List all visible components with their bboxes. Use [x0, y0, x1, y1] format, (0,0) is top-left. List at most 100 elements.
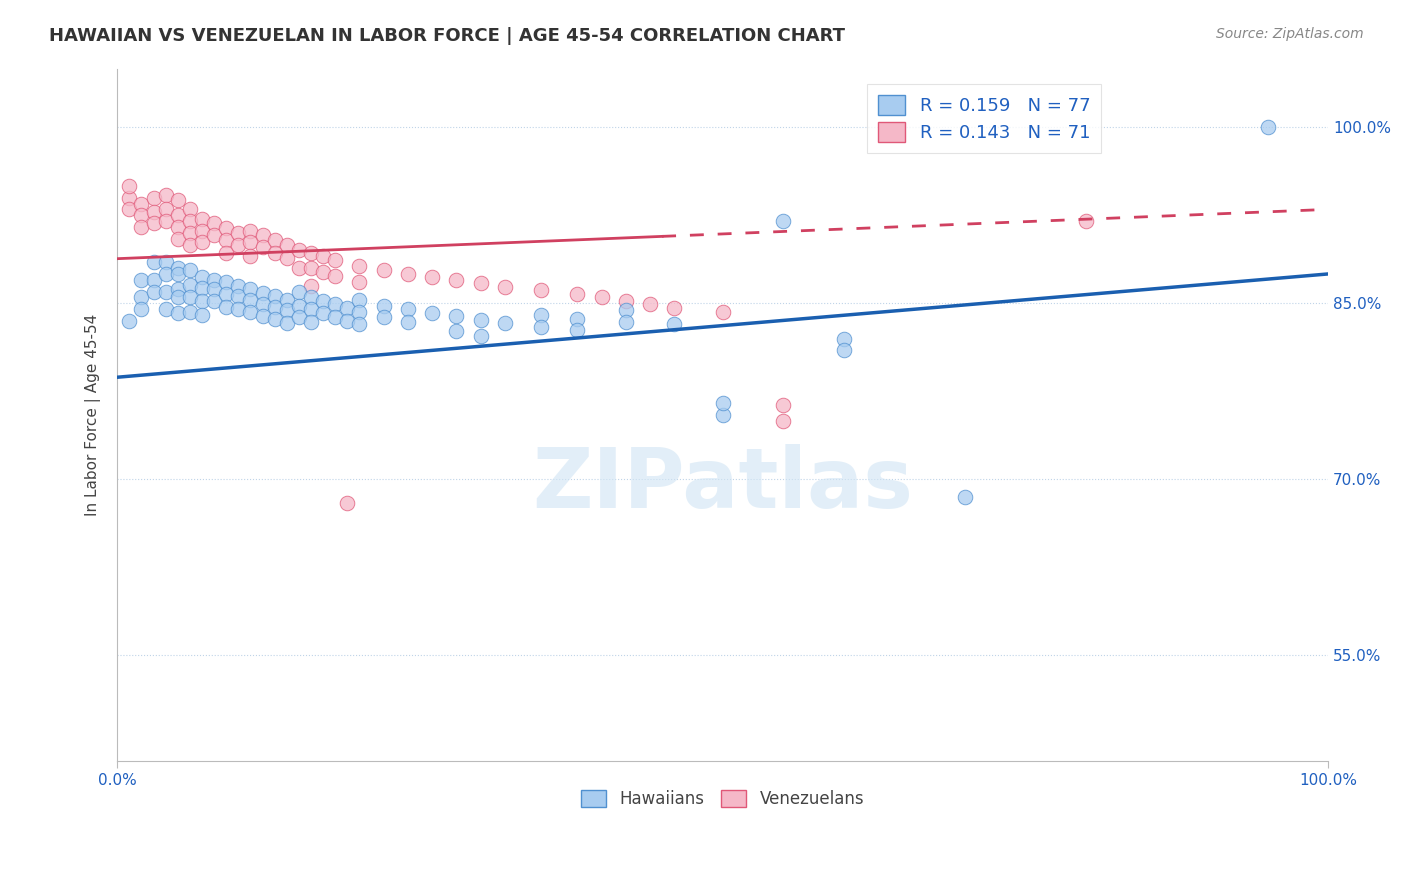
Point [299, 315, 322, 329]
Point [396, 267, 419, 281]
Point [567, 311, 589, 326]
Text: HAWAIIAN VS VENEZUELAN IN LABOR FORCE | AGE 45-54 CORRELATION CHART: HAWAIIAN VS VENEZUELAN IN LABOR FORCE | … [49, 27, 845, 45]
Point [179, 263, 201, 277]
Point [276, 316, 298, 330]
Text: ZIPatlas: ZIPatlas [533, 443, 914, 524]
Point [614, 293, 637, 308]
Point [239, 249, 262, 263]
Point [239, 282, 262, 296]
Point [191, 223, 214, 237]
Point [131, 290, 153, 304]
Point [202, 293, 225, 308]
Point [288, 310, 311, 325]
Point [166, 219, 188, 234]
Point [567, 323, 589, 337]
Point [567, 286, 589, 301]
Point [336, 314, 359, 328]
Point [373, 263, 395, 277]
Point [953, 490, 976, 504]
Point [191, 211, 214, 226]
Point [711, 304, 734, 318]
Point [252, 240, 274, 254]
Point [131, 219, 153, 234]
Point [179, 226, 201, 240]
Point [373, 299, 395, 313]
Point [276, 303, 298, 318]
Point [396, 315, 419, 329]
Point [323, 269, 346, 284]
Point [166, 290, 188, 304]
Point [166, 193, 188, 207]
Point [299, 261, 322, 276]
Point [191, 293, 214, 308]
Point [446, 309, 468, 323]
Point [1257, 120, 1279, 135]
Point [191, 281, 214, 295]
Point [312, 306, 335, 320]
Point [446, 325, 468, 339]
Point [420, 270, 443, 285]
Point [202, 228, 225, 243]
Point [276, 251, 298, 265]
Point [215, 286, 238, 301]
Point [349, 275, 371, 289]
Point [228, 237, 250, 252]
Point [494, 316, 516, 330]
Point [179, 277, 201, 292]
Point [155, 267, 177, 281]
Point [202, 273, 225, 287]
Point [239, 223, 262, 237]
Point [166, 267, 188, 281]
Point [155, 188, 177, 202]
Point [166, 282, 188, 296]
Point [349, 293, 371, 307]
Point [664, 301, 686, 315]
Point [494, 280, 516, 294]
Point [530, 319, 553, 334]
Point [276, 293, 298, 307]
Point [263, 233, 285, 247]
Point [166, 208, 188, 222]
Point [276, 237, 298, 252]
Point [299, 245, 322, 260]
Point [131, 273, 153, 287]
Point [312, 249, 335, 263]
Point [228, 289, 250, 303]
Point [239, 304, 262, 318]
Point [142, 204, 165, 219]
Point [155, 202, 177, 217]
Point [179, 290, 201, 304]
Point [711, 396, 734, 410]
Point [239, 235, 262, 250]
Point [155, 285, 177, 299]
Point [288, 261, 311, 276]
Point [191, 270, 214, 285]
Point [349, 304, 371, 318]
Point [614, 315, 637, 329]
Point [470, 277, 492, 291]
Point [420, 306, 443, 320]
Point [228, 278, 250, 293]
Point [288, 244, 311, 258]
Point [252, 285, 274, 300]
Point [323, 310, 346, 325]
Point [396, 302, 419, 317]
Point [142, 273, 165, 287]
Point [179, 214, 201, 228]
Point [252, 228, 274, 243]
Point [772, 414, 794, 428]
Point [215, 221, 238, 235]
Point [179, 304, 201, 318]
Point [228, 226, 250, 240]
Point [263, 300, 285, 314]
Point [263, 245, 285, 260]
Point [336, 496, 359, 510]
Point [142, 191, 165, 205]
Point [288, 299, 311, 313]
Point [832, 331, 855, 345]
Point [530, 308, 553, 322]
Point [591, 290, 613, 304]
Point [131, 208, 153, 222]
Point [191, 308, 214, 322]
Point [239, 293, 262, 307]
